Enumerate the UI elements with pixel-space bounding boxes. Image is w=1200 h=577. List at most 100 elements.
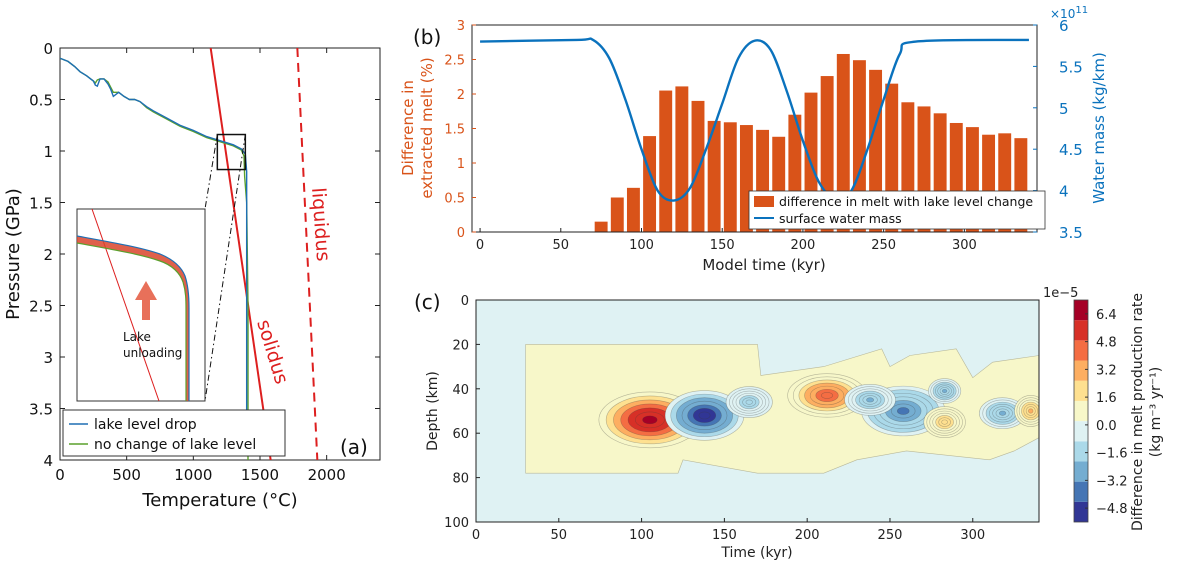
y-tick-label: 0: [43, 40, 53, 58]
panel-c-ylabel: Depth (km): [425, 371, 441, 451]
colorbar-segment: [1074, 421, 1088, 442]
melt-difference-bar: [675, 86, 689, 232]
melt-difference-bar: [691, 100, 705, 232]
y-tick-label: 4: [43, 452, 53, 470]
y-tick-label: 60: [452, 427, 469, 442]
colorbar-tick-label: 6.4: [1096, 308, 1117, 323]
melt-anomaly-contour: [821, 392, 833, 399]
panel-a-ylabel: Pressure (GPa): [3, 188, 24, 320]
inset-annotation-line2: unloading: [123, 346, 182, 360]
legend-a: lake level drop no change of lake level: [62, 409, 286, 457]
y2-tick-label: 3.5: [1059, 224, 1083, 242]
y-tick-label: 1: [43, 143, 53, 161]
y-tick-label: 0.5: [29, 92, 53, 110]
colorbar-tick-label: −1.6: [1096, 447, 1128, 462]
colorbar-tick-label: 0.0: [1096, 419, 1117, 434]
x-tick-label: 0: [472, 528, 480, 543]
x-tick-label: 0: [476, 238, 484, 253]
colorbar-exponent: 1e−5: [1043, 286, 1078, 301]
colorbar-label-line1: Difference in melt production rate: [1130, 293, 1146, 531]
y-tick-label: 80: [452, 472, 469, 487]
x-tick-label: 250: [878, 528, 903, 543]
surface-water-mass-line: [480, 37, 1029, 202]
colorbar-segment: [1074, 360, 1088, 381]
melt-difference-bar: [610, 197, 624, 232]
x-tick-label: 500: [112, 466, 141, 484]
panel-c-label: (c): [414, 290, 441, 314]
y-tick-label: 2: [43, 246, 53, 264]
x-tick-label: 200: [791, 238, 816, 253]
x-tick-label: 0: [55, 466, 65, 484]
melt-difference-bar: [594, 221, 608, 232]
y2-tick-label: 4: [1059, 183, 1069, 201]
lake-level-drop-line: [60, 57, 248, 424]
y-tick-label: 1.5: [444, 123, 465, 138]
y2-tick-label: 4.5: [1059, 141, 1083, 159]
panel-b-chart: 0 50 100 150 200 250 300 0 0.5 1 1.5 2 2.5 3 3.5 4 4.5 5 5…: [399, 5, 1108, 274]
colorbar-segment: [1074, 380, 1088, 401]
zoom-box: [216, 133, 247, 171]
y-tick-label: 1: [457, 157, 465, 172]
x-tick-label: 1500: [241, 466, 279, 484]
melt-anomaly-contour: [866, 397, 875, 403]
colorbar-segment: [1074, 481, 1088, 502]
panel-c-xlabel: Time (kyr): [720, 545, 792, 561]
colorbar-segment: [1074, 340, 1088, 361]
x-tick-label: 300: [960, 528, 985, 543]
colorbar-tick-label: 3.2: [1096, 363, 1117, 378]
x-tick-label: 50: [553, 238, 570, 253]
melt-anomaly-contour: [896, 407, 910, 415]
melt-difference-bar: [836, 53, 850, 232]
x-tick-label: 50: [551, 528, 568, 543]
inset-annotation-line1: Lake: [123, 330, 151, 344]
y-tick-label: 0.5: [444, 192, 465, 207]
melt-anomaly-contour: [1028, 408, 1034, 414]
panel-a-chart: 0 500 1000 1500 2000 0 0.5 1 1.5 2 2.5 3 3.5 4 Lake u…: [3, 40, 381, 511]
panel-b-xlabel: Model time (kyr): [702, 256, 825, 274]
legend-b: difference in melt with lake level chang…: [748, 190, 1046, 230]
colorbar-segment: [1074, 441, 1088, 462]
legend-bar-swatch: [754, 196, 774, 207]
x-tick-label: 100: [629, 238, 654, 253]
y-tick-label: 1.5: [29, 195, 53, 213]
colorbar-tick-label: 4.8: [1096, 336, 1117, 351]
y2-tick-label: 6: [1059, 17, 1069, 35]
panel-b-y2label: Water mass (kg/km): [1090, 52, 1108, 204]
panel-b-ylabel-line1: Difference in: [399, 80, 417, 176]
colorbar-segment: [1074, 461, 1088, 482]
panel-a-xlabel: Temperature (°C): [141, 490, 297, 511]
melt-anomaly-contour: [745, 399, 753, 405]
y-tick-label: 2.5: [29, 298, 53, 316]
zoom-connector-lower: [204, 134, 246, 402]
panel-b-label: (b): [413, 25, 441, 49]
zoom-inset: Lake unloading: [76, 208, 206, 402]
colorbar-frame: [1073, 299, 1089, 523]
solidus-line: [209, 48, 272, 460]
unloading-arrow-icon: [135, 281, 157, 320]
y-tick-label: 3: [457, 19, 465, 34]
colorbar-segment: [1074, 320, 1088, 341]
colorbar-segment: [1074, 501, 1088, 522]
colorbar-label-line2: (kg m⁻³ yr⁻¹): [1148, 367, 1164, 458]
y-tick-label: 40: [452, 383, 469, 398]
y-tick-label: 2.5: [444, 54, 465, 69]
inset-drop-curve: [77, 235, 190, 401]
melt-anomaly-contour: [642, 415, 658, 425]
x-tick-label: 1000: [174, 466, 212, 484]
panel-c-chart: 0 50 100 150 200 250 300 0 20 40 60 80 100 (c) Time …: [414, 286, 1164, 561]
legend-line-label: surface water mass: [779, 211, 902, 226]
y-tick-label: 0: [457, 226, 465, 241]
x-tick-label: 150: [710, 238, 735, 253]
melt-difference-bar: [659, 90, 673, 232]
colorbar-tick-label: 1.6: [1096, 391, 1117, 406]
melt-difference-bar: [852, 60, 866, 232]
y-tick-label: 3: [43, 349, 53, 367]
liquidus-line: [296, 48, 319, 460]
y-tick-label: 100: [444, 516, 469, 531]
y-tick-label: 0: [461, 294, 469, 309]
y2-multiplier: ×1011: [1050, 5, 1088, 21]
x-tick-label: 100: [629, 528, 654, 543]
melt-difference-bar: [723, 122, 737, 232]
x-tick-label: 250: [871, 238, 896, 253]
